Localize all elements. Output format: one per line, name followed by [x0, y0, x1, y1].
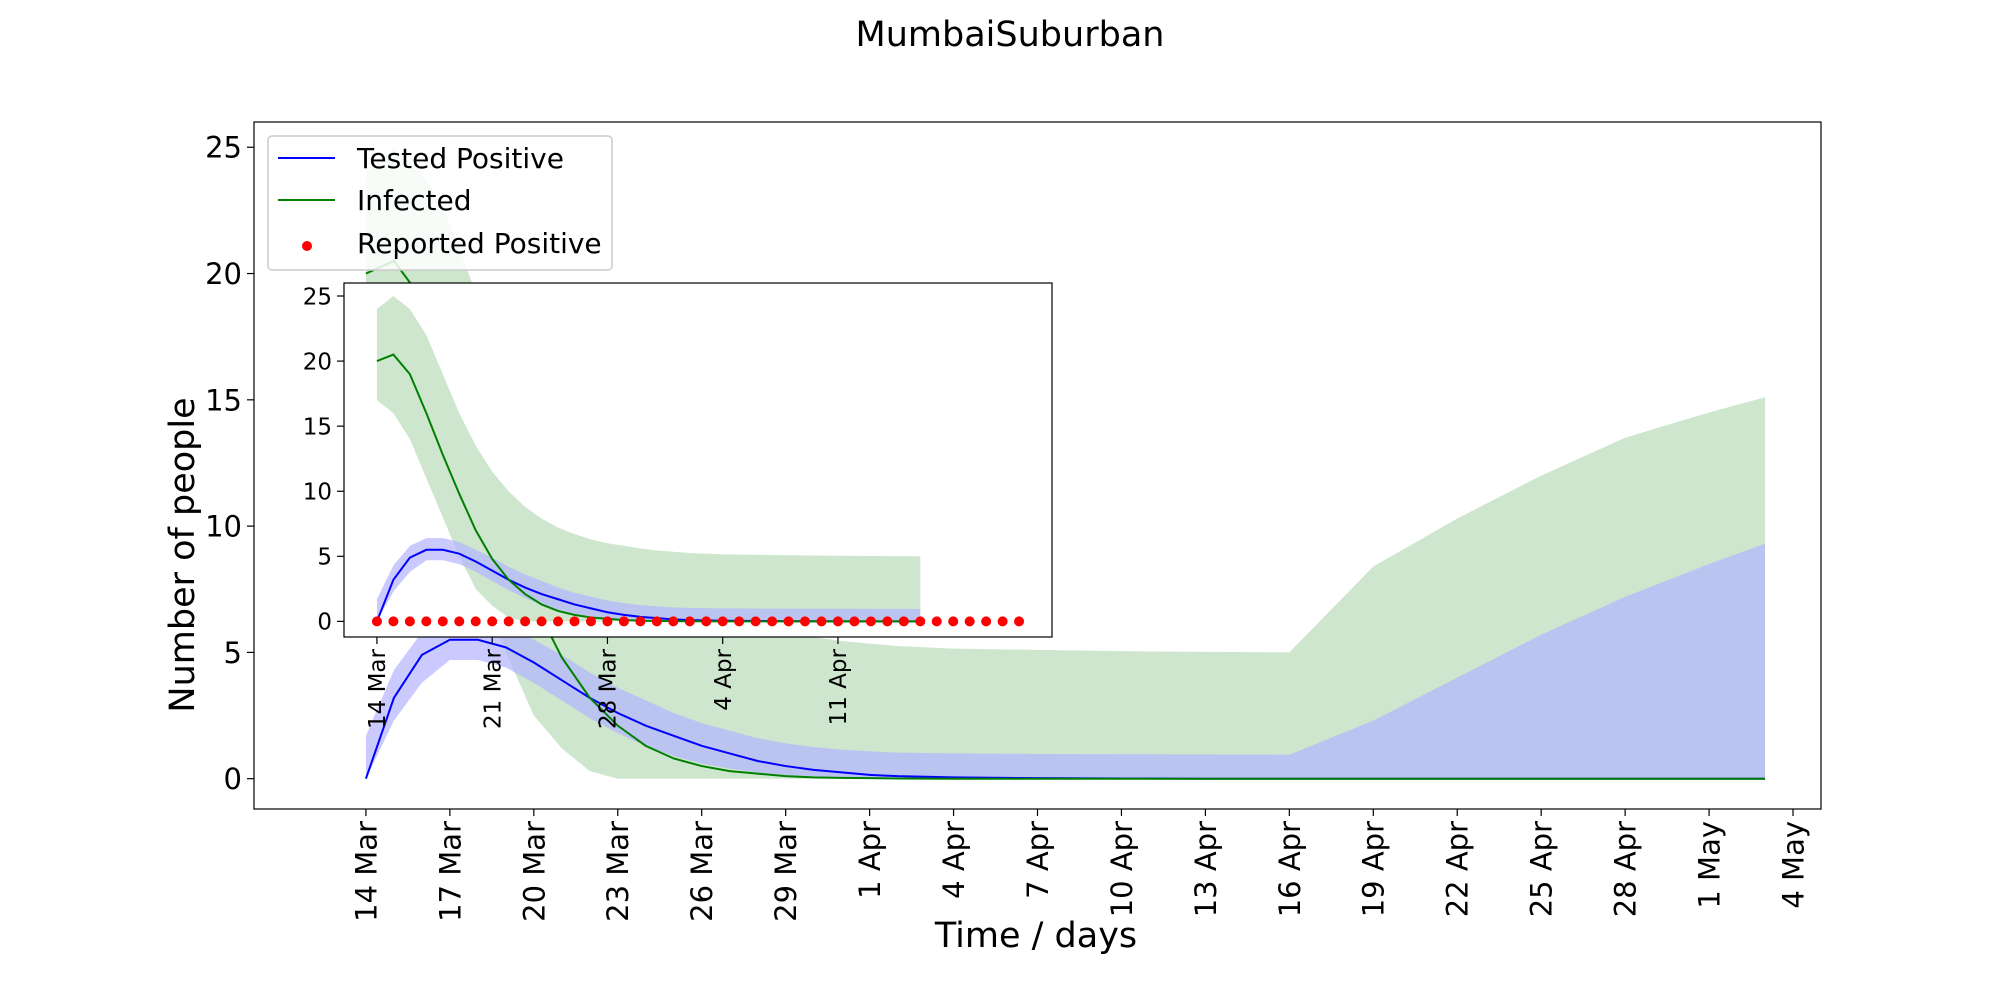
reported-positive-point — [964, 616, 975, 627]
reported-positive-point — [931, 616, 942, 627]
reported-positive-point — [635, 616, 646, 627]
y-tick-label: 0 — [317, 610, 332, 636]
x-tick-label: 29 Mar — [769, 821, 803, 922]
x-tick-label: 20 Mar — [517, 821, 551, 922]
reported-positive-point — [865, 616, 876, 627]
x-tick-label: 28 Mar — [596, 648, 622, 729]
x-tick-label: 26 Mar — [685, 821, 719, 922]
reported-positive-point — [553, 616, 564, 627]
x-tick-label: 11 Apr — [826, 648, 852, 725]
x-tick-label: 4 Apr — [711, 648, 737, 710]
legend-label: Infected — [357, 184, 471, 217]
reported-positive-point — [651, 616, 662, 627]
x-tick-label: 14 Mar — [349, 821, 383, 922]
reported-positive-point — [767, 616, 778, 627]
reported-positive-point — [750, 616, 761, 627]
y-tick-label: 10 — [205, 510, 242, 544]
reported-positive-point — [454, 616, 465, 627]
reported-positive-point — [997, 616, 1008, 627]
legend-box — [267, 135, 613, 271]
x-tick-label: 25 Apr — [1525, 821, 1559, 917]
y-tick-label: 15 — [205, 383, 242, 417]
reported-positive-point — [915, 616, 926, 627]
tested-positive-confidence-band — [376, 538, 921, 622]
y-tick-label: 15 — [303, 414, 332, 440]
y-tick-label: 20 — [303, 349, 332, 375]
plot-frame — [343, 282, 1053, 638]
reported-positive-point — [585, 616, 596, 627]
legend: Tested Positive Infected Reported Positive — [267, 135, 613, 271]
reported-positive-point — [404, 616, 415, 627]
reported-positive-point — [618, 616, 629, 627]
reported-positive-point — [1014, 616, 1025, 627]
reported-positive-point — [800, 616, 811, 627]
x-tick-label: 4 Apr — [937, 821, 971, 899]
reported-positive-point — [783, 616, 794, 627]
x-tick-label: 1 May — [1693, 821, 1727, 909]
x-tick-label: 16 Apr — [1273, 821, 1307, 917]
inset-plot-area: 0 5 10 15 20 25 14 Mar 21 Mar 28 Mar 4 Apr 11 Apr — [303, 282, 1053, 729]
y-tick-label: 25 — [303, 284, 332, 310]
reported-positive-point — [503, 616, 514, 627]
reported-positive-point — [981, 616, 992, 627]
reported-positive-point — [717, 616, 728, 627]
reported-positive-point — [371, 616, 382, 627]
chart-title: MumbaiSuburban — [856, 15, 1165, 55]
x-tick-label: 7 Apr — [1021, 821, 1055, 899]
reported-positive-point — [882, 616, 893, 627]
reported-positive-point — [849, 616, 860, 627]
reported-positive-point — [602, 616, 613, 627]
x-tick-label: 4 May — [1776, 821, 1810, 909]
reported-positive-point — [898, 616, 909, 627]
x-tick-label: 19 Apr — [1357, 821, 1391, 917]
x-tick-label: 23 Mar — [601, 821, 635, 922]
legend-marker-reported-positive — [302, 241, 312, 251]
x-tick-label: 10 Apr — [1105, 821, 1139, 917]
x-tick-label: 14 Mar — [365, 648, 391, 729]
reported-positive-point — [520, 616, 531, 627]
x-tick-label: 28 Apr — [1609, 821, 1643, 917]
infected-confidence-band — [376, 296, 921, 622]
reported-positive-point — [421, 616, 432, 627]
y-tick-label: 25 — [205, 131, 242, 165]
x-tick-label: 1 Apr — [853, 821, 887, 899]
reported-positive-point — [832, 616, 843, 627]
y-tick-label: 5 — [317, 545, 332, 571]
y-axis-label: Number of people — [163, 397, 203, 712]
reported-positive-point — [536, 616, 547, 627]
x-tick-label: 22 Apr — [1441, 821, 1475, 917]
reported-positive-point — [569, 616, 580, 627]
legend-label: Reported Positive — [357, 227, 602, 260]
reported-positive-point — [668, 616, 679, 627]
tested-positive-confidence-band — [365, 543, 1766, 779]
x-axis-label: Time / days — [934, 916, 1137, 956]
reported-positive-point — [948, 616, 959, 627]
y-tick-label: 10 — [303, 480, 332, 506]
y-tick-label: 5 — [224, 636, 242, 670]
reported-positive-point — [470, 616, 481, 627]
reported-positive-point — [816, 616, 827, 627]
y-tick-label: 20 — [205, 257, 242, 291]
reported-positive-point — [487, 616, 498, 627]
reported-positive-point — [734, 616, 745, 627]
reported-positive-point — [684, 616, 695, 627]
y-tick-label: 0 — [224, 762, 242, 796]
legend-label: Tested Positive — [356, 142, 564, 175]
reported-positive-point — [388, 616, 399, 627]
x-tick-label: 17 Mar — [433, 821, 467, 922]
reported-positive-point — [437, 616, 448, 627]
reported-positive-point — [701, 616, 712, 627]
x-tick-label: 13 Apr — [1189, 821, 1223, 917]
x-tick-label: 21 Mar — [480, 648, 506, 729]
